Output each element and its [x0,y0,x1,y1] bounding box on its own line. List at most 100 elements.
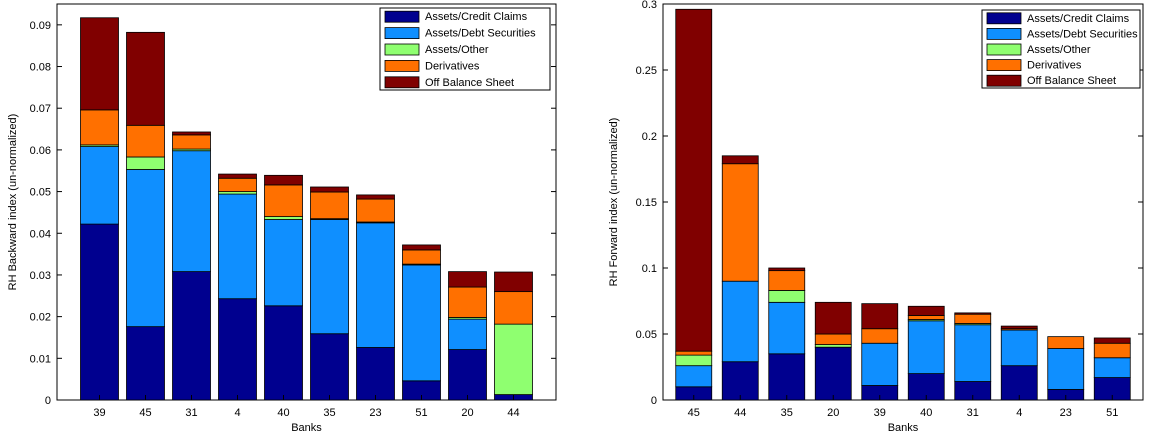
bar-segment [448,286,487,318]
bar-segment [675,365,713,388]
bar-segment [721,163,759,282]
bar-segment [907,305,945,316]
bar-segment [721,280,759,363]
bar-segment [80,109,119,146]
legend: Assets/Credit Claims Assets/Debt Securiti… [379,7,551,91]
bar-segment [1047,348,1085,390]
bar-segment [768,270,806,291]
bar-segment [80,17,119,111]
x-tick-label: 51 [1106,407,1118,419]
bar-segment [1000,365,1038,401]
y-tick-label: 0.08 [30,62,51,74]
y-axis-label: RH Backward index (un-normalized) [7,114,19,291]
bar-segment [814,346,852,401]
x-tick-label: 44 [734,407,746,419]
y-axis-label: RH Forward index (un-normalized) [608,118,620,287]
bar-segment [907,320,945,374]
bar-segment [402,244,441,251]
x-tick-label: 45 [139,407,151,419]
y-tick-label: 0.04 [30,228,51,240]
legend-label: Assets/Debt Securities [425,28,536,40]
x-tick-label: 4 [234,407,240,419]
x-tick-label: 23 [1060,407,1072,419]
bar-segment [172,134,211,150]
legend-swatch [384,76,420,89]
bar-segment [356,194,395,200]
bar-segment [356,347,395,401]
bar-segment [264,305,303,401]
bar-segment [954,313,992,324]
bar-segment [814,301,852,335]
legend-label: Assets/Other [425,44,489,56]
y-tick-label: 0.15 [636,197,657,209]
y-tick-label: 0 [45,395,51,407]
bar-segment [218,173,257,179]
x-tick-label: 40 [277,407,289,419]
x-tick-label: 51 [415,407,427,419]
legend-label: Assets/Other [1027,44,1091,56]
chart-1: 0 0.01 0.02 0.03 0.04 0.05 0.06 0.07 0.08 0.09 39 4… [7,3,557,434]
legend-swatch [986,74,1022,87]
bar-segment [721,361,759,401]
bar-segment [907,315,945,320]
bar-segment [1000,329,1038,367]
x-tick-label: 44 [507,407,519,419]
x-axis-label: Banks [291,422,322,434]
legend-label: Off Balance Sheet [425,77,514,89]
bar-segment [861,328,899,344]
x-tick-label: 45 [688,407,700,419]
bar-segment [954,324,992,382]
bar-segment [675,354,713,367]
bar-segment [721,155,759,165]
bar-segment [218,177,257,192]
legend-label: Off Balance Sheet [1027,75,1116,87]
legend-label: Assets/Credit Claims [425,11,528,23]
bar-segment [861,342,899,386]
x-tick-label: 40 [920,407,932,419]
bar-segment [814,333,852,345]
bar-segment [768,267,806,272]
legend-label: Derivatives [1027,60,1082,72]
bar-segment [126,156,165,170]
bar-segment [1093,357,1131,378]
legend-swatch [986,27,1022,40]
bar-segment [1000,325,1038,330]
bar-segment [126,169,165,328]
bar-segment [448,271,487,288]
bar-segment [861,303,899,330]
y-tick-label: 0.07 [30,103,51,115]
legend: Assets/Credit Claims Assets/Debt Securiti… [981,9,1141,89]
x-axis-label: Banks [888,422,919,434]
bar-segment [126,31,165,126]
bar-segment [264,219,303,307]
bar-segment [448,349,487,401]
bar-segment [126,124,165,158]
x-tick-label: 31 [967,407,979,419]
bar-segment [402,264,441,382]
bar-segment [126,326,165,401]
legend-label: Assets/Credit Claims [1027,13,1130,25]
y-tick-label: 0.02 [30,312,51,324]
y-tick-label: 0.05 [636,329,657,341]
y-tick-label: 0 [651,395,657,407]
chart-2: 0 0.05 0.1 0.15 0.2 0.25 0.3 45 44 35 20 39 40 31 4 23 5… [608,0,1144,434]
bar-segment [172,271,211,401]
bar-segment [1093,337,1131,344]
bar-segment [1047,336,1085,349]
bar-segment [310,219,349,335]
bar-segment [768,353,806,401]
bar-segment [494,271,533,293]
bar-segment [768,290,806,303]
legend-swatch [986,59,1022,71]
bar-segment [310,333,349,401]
y-tick-label: 0.01 [30,353,51,365]
bar-segment [310,191,349,220]
x-tick-label: 20 [461,407,473,419]
y-tick-label: 0.09 [30,20,51,32]
bar-segment [310,186,349,193]
x-tick-label: 4 [1016,407,1022,419]
bar-segment [264,216,303,220]
y-tick-label: 0.06 [30,145,51,157]
